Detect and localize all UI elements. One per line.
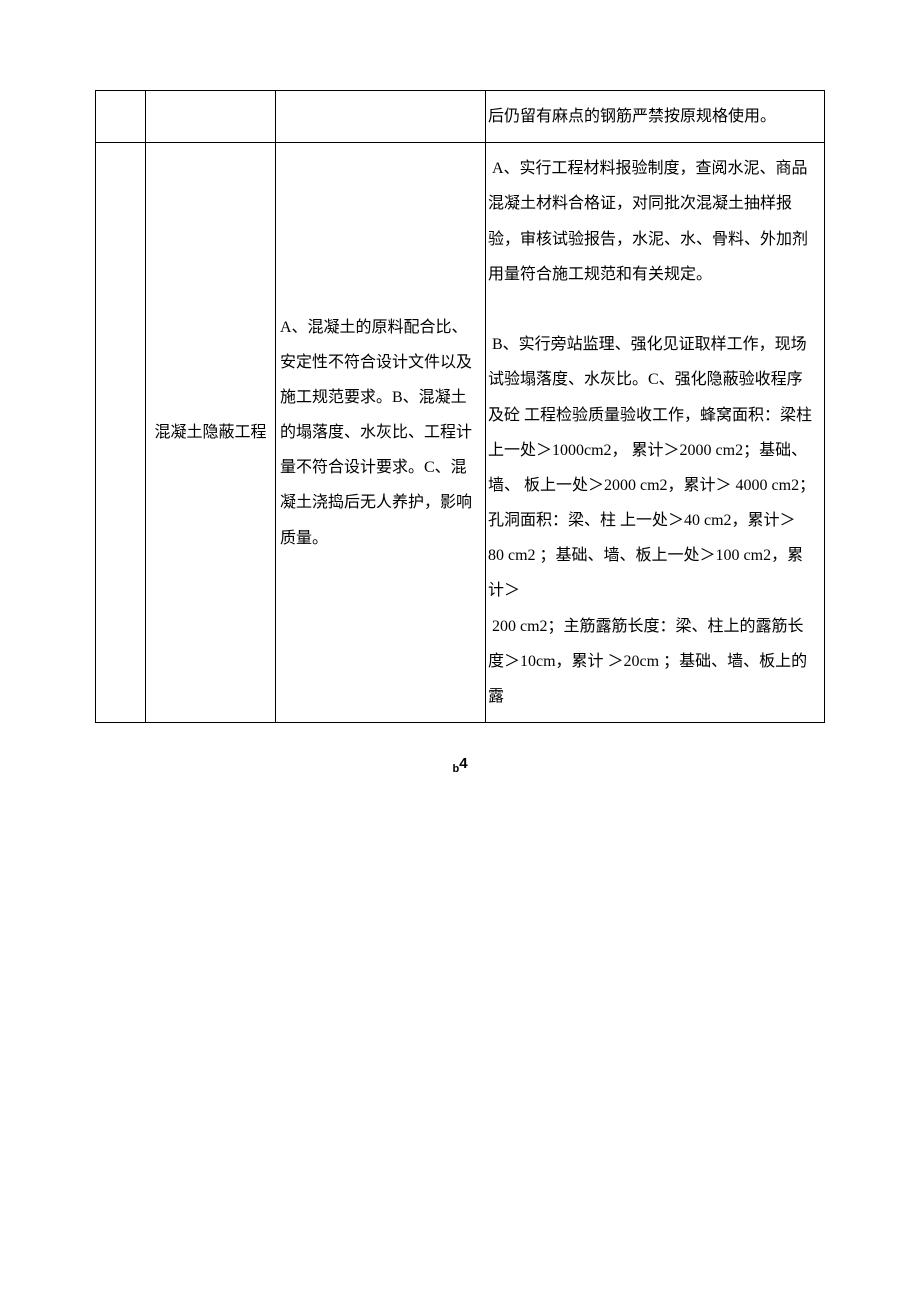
page-number: b4 (95, 755, 825, 775)
cell-a2 (96, 143, 146, 723)
table-row: 后仍留有麻点的钢筋严禁按原规格使用。 (96, 91, 825, 143)
cell-c2: A、混凝土的原料配合比、安定性不符合设计文件以及施工规范要求。B、混凝土的塌落度… (276, 143, 486, 723)
table-row: 混凝土隐蔽工程 A、混凝土的原料配合比、安定性不符合设计文件以及施工规范要求。B… (96, 143, 825, 723)
content-table: 后仍留有麻点的钢筋严禁按原规格使用。 混凝土隐蔽工程 A、混凝土的原料配合比、安… (95, 90, 825, 723)
cell-b2: 混凝土隐蔽工程 (146, 143, 276, 723)
cell-d2: A、实行工程材料报验制度，查阅水泥、商品混凝土材料合格证，对同批次混凝土抽样报验… (486, 143, 825, 723)
cell-d1: 后仍留有麻点的钢筋严禁按原规格使用。 (486, 91, 825, 143)
cell-c1 (276, 91, 486, 143)
page-number-main: 4 (459, 755, 467, 772)
cell-a1 (96, 91, 146, 143)
cell-b1 (146, 91, 276, 143)
